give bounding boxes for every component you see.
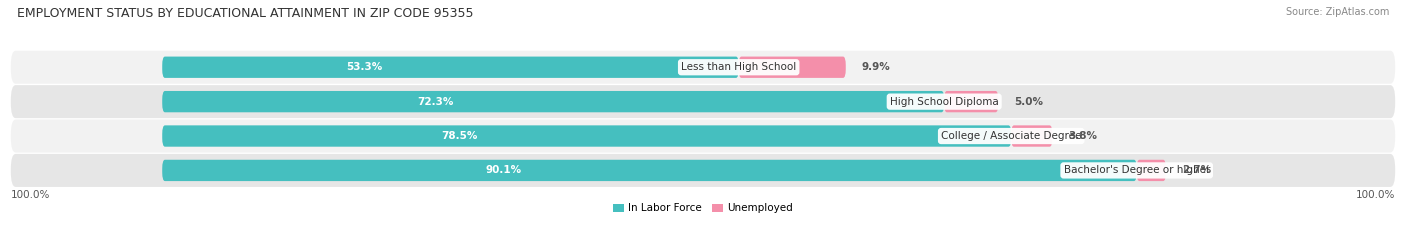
FancyBboxPatch shape: [945, 91, 998, 112]
Text: 3.8%: 3.8%: [1069, 131, 1098, 141]
Text: Source: ZipAtlas.com: Source: ZipAtlas.com: [1285, 7, 1389, 17]
FancyBboxPatch shape: [162, 160, 1136, 181]
FancyBboxPatch shape: [11, 85, 1395, 118]
FancyBboxPatch shape: [1136, 160, 1166, 181]
Text: 2.7%: 2.7%: [1182, 165, 1211, 175]
FancyBboxPatch shape: [11, 120, 1395, 153]
FancyBboxPatch shape: [1011, 125, 1052, 147]
Text: 5.0%: 5.0%: [1015, 97, 1043, 107]
Text: 90.1%: 90.1%: [485, 165, 522, 175]
Text: 53.3%: 53.3%: [346, 62, 382, 72]
FancyBboxPatch shape: [162, 91, 945, 112]
Text: 72.3%: 72.3%: [418, 97, 454, 107]
Text: Bachelor's Degree or higher: Bachelor's Degree or higher: [1063, 165, 1211, 175]
Text: College / Associate Degree: College / Associate Degree: [941, 131, 1081, 141]
Text: 100.0%: 100.0%: [1355, 190, 1395, 200]
FancyBboxPatch shape: [162, 125, 1011, 147]
Text: High School Diploma: High School Diploma: [890, 97, 998, 107]
Text: EMPLOYMENT STATUS BY EDUCATIONAL ATTAINMENT IN ZIP CODE 95355: EMPLOYMENT STATUS BY EDUCATIONAL ATTAINM…: [17, 7, 474, 20]
FancyBboxPatch shape: [738, 57, 846, 78]
FancyBboxPatch shape: [11, 51, 1395, 84]
Text: 100.0%: 100.0%: [11, 190, 51, 200]
Text: 9.9%: 9.9%: [862, 62, 891, 72]
Text: Less than High School: Less than High School: [681, 62, 796, 72]
FancyBboxPatch shape: [162, 57, 738, 78]
Legend: In Labor Force, Unemployed: In Labor Force, Unemployed: [609, 199, 797, 218]
FancyBboxPatch shape: [11, 154, 1395, 187]
Text: 78.5%: 78.5%: [441, 131, 478, 141]
